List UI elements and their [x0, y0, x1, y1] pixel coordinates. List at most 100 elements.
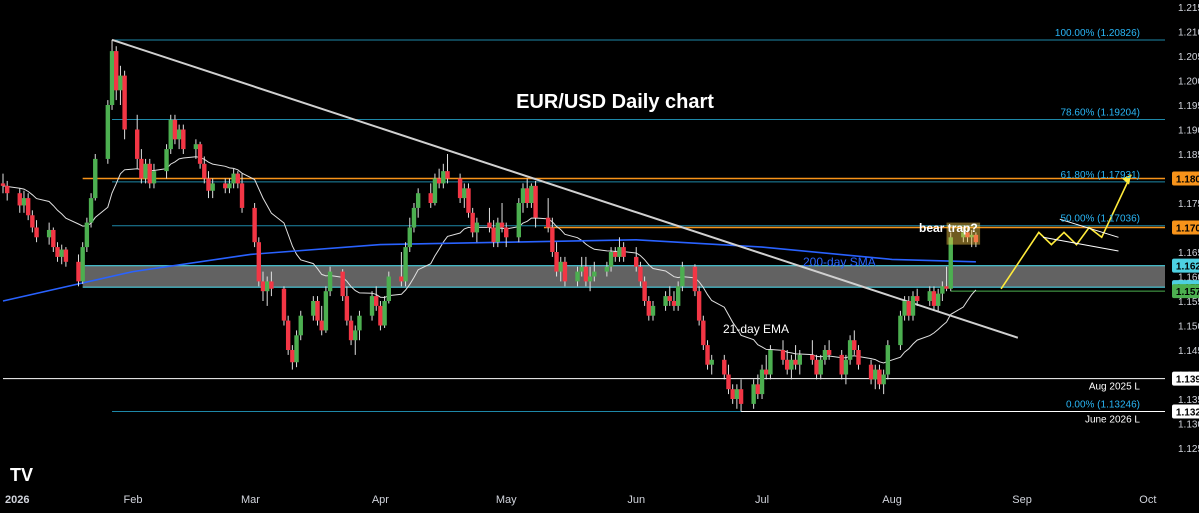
candle: [4, 180, 10, 201]
candle: [768, 345, 773, 380]
time-tick-label: Oct: [1139, 494, 1156, 506]
candle: [554, 242, 559, 277]
candle: [315, 296, 320, 326]
candle: [227, 178, 232, 194]
chart-title: EUR/USD Daily chart: [516, 91, 714, 113]
projection-arrowhead: [1122, 174, 1132, 185]
candle: [176, 124, 182, 150]
candle: [285, 315, 291, 355]
price-badge-113246: 1.13246: [1172, 404, 1199, 418]
candle: [353, 325, 358, 355]
candle: [793, 345, 798, 370]
candle: [340, 269, 345, 301]
price-badge-113917: 1.13917: [1172, 371, 1199, 386]
price-tick-label: 1.17500: [1178, 199, 1199, 210]
candle: [466, 183, 471, 218]
svg-text:1.18000: 1.18000: [1176, 175, 1199, 186]
price-tick-label: 1.16500: [1178, 248, 1199, 259]
candle: [134, 114, 140, 169]
candle: [877, 364, 882, 390]
candle: [382, 296, 387, 328]
candle: [51, 227, 56, 252]
candle: [235, 171, 241, 189]
candle: [810, 340, 815, 365]
candle: [25, 193, 31, 221]
candle: [193, 139, 199, 159]
flag-channel-top: [1059, 218, 1119, 238]
svg-text:1.17000: 1.17000: [1176, 224, 1199, 235]
candle: [906, 296, 912, 321]
candle: [462, 183, 467, 208]
price-tick-label: 1.20500: [1178, 52, 1199, 63]
svg-text:1.15702: 1.15702: [1176, 287, 1199, 298]
candle: [604, 261, 610, 277]
time-tick-label: Jun: [627, 494, 645, 506]
candle: [814, 354, 819, 380]
candle: [147, 158, 152, 189]
candle: [399, 252, 404, 287]
candle: [562, 256, 568, 287]
candle: [432, 173, 438, 206]
candle: [445, 154, 450, 184]
candle: [357, 310, 362, 341]
price-tick-label: 1.18500: [1178, 150, 1199, 161]
time-tick-label: 2026: [5, 494, 29, 506]
price-axis: 1.21500 1.21000 1.20500 1.20000 1.19500 1.190…: [1172, 3, 1199, 455]
candle: [311, 296, 316, 321]
candle: [663, 291, 668, 311]
candle: [973, 232, 979, 248]
price-tick-label: 1.12500: [1178, 444, 1199, 455]
candle: [839, 350, 844, 380]
candle: [143, 158, 148, 184]
price-tick-label: 1.13000: [1178, 420, 1199, 431]
candle: [592, 261, 597, 282]
candle: [931, 286, 937, 311]
candle: [344, 286, 350, 326]
candle: [680, 261, 685, 292]
support-zone-layer: [82, 265, 1166, 292]
price-tick-label: 1.21000: [1178, 28, 1199, 39]
candle: [327, 266, 333, 297]
candle: [378, 301, 383, 331]
price-tick-label: 1.19000: [1178, 126, 1199, 137]
price-tick-label: 1.14500: [1178, 346, 1199, 357]
candle: [516, 198, 522, 243]
candle: [914, 288, 920, 306]
candle: [764, 354, 769, 380]
candle: [76, 254, 81, 287]
candle: [738, 379, 744, 412]
candle: [210, 178, 215, 199]
svg-text:1.13917: 1.13917: [1176, 375, 1199, 386]
candle: [520, 183, 526, 213]
candle: [369, 291, 375, 321]
candle: [558, 256, 563, 282]
candle: [969, 229, 974, 248]
candle: [487, 207, 492, 233]
candle: [495, 217, 501, 248]
price-badge-115702: 1.15702: [1172, 284, 1199, 298]
candle: [755, 374, 761, 399]
candle: [613, 247, 618, 262]
candle: [910, 291, 916, 321]
candle: [114, 46, 119, 101]
candle: [944, 266, 949, 292]
price-tick-label: 1.15500: [1178, 297, 1199, 308]
candle: [441, 163, 446, 189]
time-axis: 2026 Feb Mar Apr May Jun Jul Aug Sep Oct: [5, 494, 1156, 506]
labels-layer: 100.00% (1.20826) 78.60% (1.19204) 61.80% …: [1055, 28, 1141, 425]
svg-text:1.13246: 1.13246: [1176, 407, 1199, 418]
price-badge-118000: 1.18000: [1172, 171, 1199, 186]
level-note: June 2026 L: [1085, 414, 1140, 425]
candle: [587, 266, 593, 292]
candle: [59, 244, 64, 265]
candle: [885, 340, 891, 380]
candle: [168, 114, 173, 154]
candle: [164, 144, 169, 179]
downtrend-line: [111, 38, 1019, 339]
candle: [533, 180, 538, 228]
candle: [675, 281, 681, 311]
candle: [608, 247, 614, 272]
price-tick-label: 1.15000: [1178, 322, 1199, 333]
candle: [470, 207, 475, 238]
bear-trap-box: [946, 222, 981, 245]
